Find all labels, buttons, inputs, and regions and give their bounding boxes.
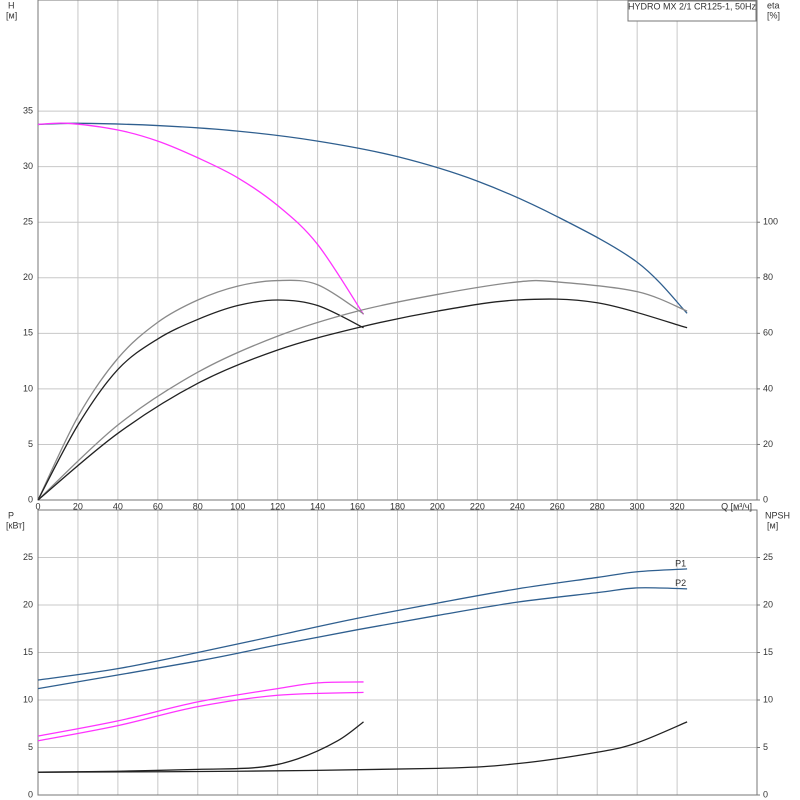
y-label: H [8, 0, 15, 10]
curve [37, 681, 364, 737]
y-unit: [кВт] [6, 520, 25, 530]
curve [37, 122, 365, 315]
y2-tick-label: 10 [763, 694, 773, 704]
x-tick-label: 140 [310, 501, 325, 511]
y-tick-label: 5 [28, 439, 33, 449]
x-tick-label: 220 [470, 501, 485, 511]
y2-tick-label: 15 [763, 647, 773, 657]
x-tick-label: 300 [630, 501, 645, 511]
x-tick-label: 40 [113, 501, 123, 511]
x-tick-label: 100 [230, 501, 245, 511]
x-tick-label: 180 [390, 501, 405, 511]
y-tick-label: 25 [23, 217, 33, 227]
x-tick-label: 20 [73, 501, 83, 511]
chart-title: HYDRO MX 2/1 CR125-1, 50Hz [628, 1, 757, 11]
x-tick-label: 260 [550, 501, 565, 511]
y-tick-label: 15 [23, 647, 33, 657]
curve [37, 691, 364, 742]
x-tick-label: 320 [670, 501, 685, 511]
series-label: P1 [675, 558, 686, 568]
x-tick-label: 0 [35, 501, 40, 511]
curve [37, 279, 688, 501]
x-tick-label: 200 [430, 501, 445, 511]
y2-tick-label: 0 [763, 494, 768, 504]
y-tick-label: 10 [23, 383, 33, 393]
y2-tick-label: 25 [763, 552, 773, 562]
y-tick-label: 30 [23, 161, 33, 171]
curve [37, 587, 688, 690]
y2-tick-label: 100 [763, 217, 778, 227]
curve [37, 721, 688, 773]
y-tick-label: 0 [28, 494, 33, 504]
y2-tick-label: 20 [763, 439, 773, 449]
y-tick-label: 25 [23, 552, 33, 562]
y2-label: eta [767, 0, 780, 10]
y-tick-label: 20 [23, 599, 33, 609]
y2-tick-label: 0 [763, 789, 768, 799]
y-tick-label: 0 [28, 789, 33, 799]
y-tick-label: 20 [23, 272, 33, 282]
series-label: P2 [675, 578, 686, 588]
x-tick-label: 60 [153, 501, 163, 511]
x-tick-label: 240 [510, 501, 525, 511]
y2-tick-label: 20 [763, 599, 773, 609]
y-label: P [8, 510, 14, 520]
curve [37, 721, 364, 773]
y2-tick-label: 40 [763, 383, 773, 393]
y2-tick-label: 5 [763, 742, 768, 752]
y2-tick-label: 80 [763, 272, 773, 282]
y-tick-label: 10 [23, 694, 33, 704]
y2-tick-label: 60 [763, 328, 773, 338]
curve [37, 568, 688, 681]
y-tick-label: 15 [23, 328, 33, 338]
y-tick-label: 5 [28, 742, 33, 752]
x-tick-label: 80 [193, 501, 203, 511]
y2-unit: [%] [767, 10, 780, 20]
curve [37, 298, 688, 501]
x-label: Q [м³/ч] [721, 501, 752, 511]
x-tick-label: 120 [270, 501, 285, 511]
y2-label: NPSH [765, 510, 790, 520]
y2-unit: [м] [767, 520, 778, 530]
x-tick-label: 160 [350, 501, 365, 511]
y-unit: [м] [6, 10, 17, 20]
x-tick-label: 280 [590, 501, 605, 511]
curve [37, 299, 364, 501]
title-box [627, 0, 757, 22]
y-tick-label: 35 [23, 105, 33, 115]
curve [37, 122, 688, 314]
top-frame [37, 0, 758, 501]
curve [37, 279, 364, 501]
